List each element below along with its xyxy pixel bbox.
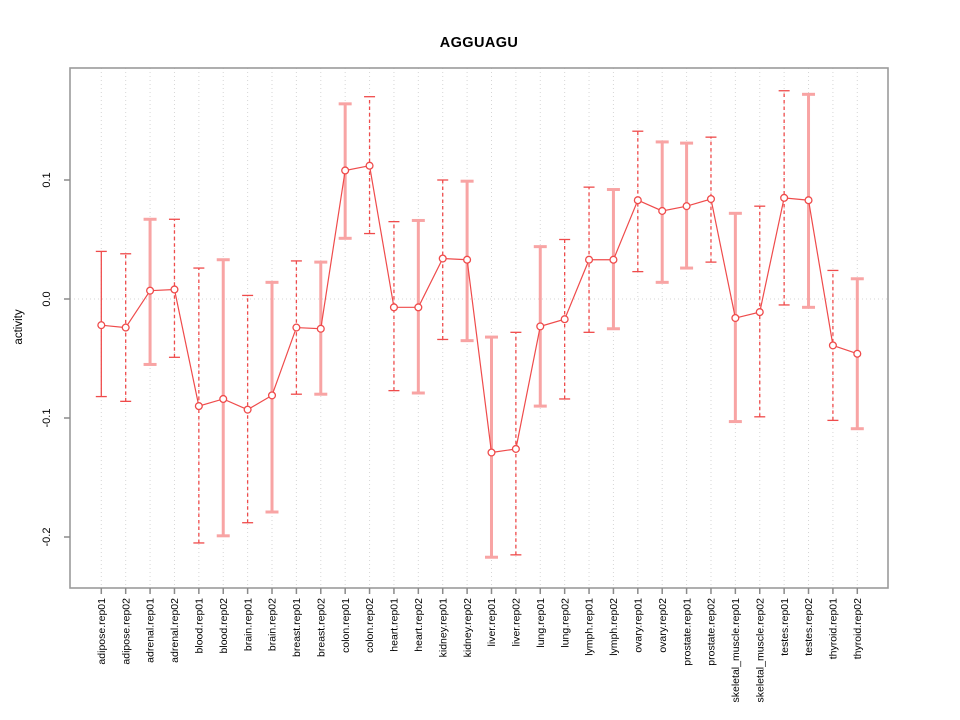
- point-marker: [97, 321, 106, 330]
- point-marker: [219, 394, 228, 404]
- y-axis-label: activity: [13, 309, 25, 344]
- x-tick-label: skeletal_muscle.rep01: [730, 598, 742, 703]
- x-tick-label: kidney.rep01: [437, 598, 449, 658]
- x-tick-label: lung.rep02: [559, 598, 571, 648]
- point-marker: [536, 322, 545, 331]
- x-tick-label: thyroid.rep01: [828, 598, 840, 659]
- x-tick-label: adipose.rep01: [96, 598, 108, 665]
- y-tick-label: -0.2: [41, 528, 53, 547]
- point-marker: [463, 255, 472, 264]
- point-markers-layer: [97, 161, 862, 457]
- plot-frame: [69, 67, 889, 589]
- point-marker: [804, 196, 813, 205]
- x-tick-label: colon.rep01: [340, 598, 352, 653]
- x-tick-label: blood.rep01: [194, 598, 206, 654]
- x-tick-label: heart.rep02: [413, 598, 425, 652]
- x-tick-label: liver.rep02: [511, 598, 523, 647]
- x-tick-label: breast.rep01: [291, 598, 303, 657]
- point-marker: [658, 206, 667, 215]
- x-tick-label: blood.rep02: [218, 598, 230, 654]
- axis-layer: 0.1 0.0 -0.1 -0.2 adipose.rep01 adipose.rep02…: [41, 172, 864, 702]
- point-marker: [365, 161, 374, 170]
- point-marker: [560, 315, 569, 324]
- point-marker: [609, 255, 618, 264]
- series-line-layer: [101, 165, 858, 454]
- x-tick-label: skeletal_muscle.rep02: [754, 598, 766, 703]
- point-marker: [682, 202, 691, 211]
- x-tick-label: adipose.rep02: [120, 598, 132, 665]
- point-marker: [194, 402, 203, 411]
- x-tick-label: lymph.rep02: [608, 598, 620, 656]
- x-tick-label: adrenal.rep01: [145, 598, 157, 663]
- point-marker: [341, 166, 350, 175]
- point-marker: [170, 285, 179, 294]
- grid-layer: [70, 68, 888, 588]
- x-tick-label: prostate.rep01: [681, 598, 693, 666]
- x-tick-label: liver.rep01: [486, 598, 498, 647]
- point-marker: [146, 286, 155, 295]
- x-tick-label: thyroid.rep02: [852, 598, 864, 659]
- point-marker: [438, 254, 447, 263]
- x-tick-label: breast.rep02: [315, 598, 327, 657]
- point-marker: [292, 323, 301, 332]
- point-marker: [731, 313, 740, 323]
- point-marker: [584, 255, 594, 264]
- x-tick-label: brain.rep02: [267, 598, 279, 651]
- x-tick-label: testes.rep01: [779, 598, 791, 656]
- x-tick-label: brain.rep01: [242, 598, 254, 651]
- series-line: [101, 165, 858, 454]
- point-marker: [633, 196, 642, 205]
- y-tick-label: -0.1: [41, 409, 53, 428]
- point-marker: [780, 193, 789, 202]
- x-tick-label: kidney.rep02: [462, 598, 474, 658]
- chart-title: AGGUAGU: [440, 35, 519, 51]
- point-marker: [414, 303, 423, 312]
- point-marker: [487, 448, 496, 457]
- point-marker: [121, 323, 130, 332]
- point-marker: [316, 324, 325, 333]
- x-tick-label: testes.rep02: [803, 598, 815, 656]
- point-marker: [828, 341, 837, 350]
- x-tick-label: heart.rep01: [389, 598, 401, 652]
- x-tick-label: colon.rep02: [364, 598, 376, 653]
- x-tick-label: lymph.rep01: [584, 598, 596, 656]
- point-marker: [853, 349, 862, 358]
- y-tick-label: 0.0: [41, 291, 53, 306]
- point-marker: [243, 405, 252, 414]
- x-tick-label: ovary.rep01: [632, 598, 644, 653]
- point-marker: [511, 444, 520, 453]
- point-marker: [267, 391, 277, 400]
- y-tick-label: 0.1: [41, 172, 53, 187]
- x-tick-label: prostate.rep02: [706, 598, 718, 666]
- point-marker: [706, 194, 716, 204]
- x-tick-label: lung.rep01: [535, 598, 547, 648]
- point-marker: [755, 308, 764, 317]
- error-bars-layer: [95, 90, 864, 559]
- x-tick-label: adrenal.rep02: [169, 598, 181, 663]
- point-marker: [389, 303, 398, 312]
- x-tick-label: ovary.rep02: [657, 598, 669, 653]
